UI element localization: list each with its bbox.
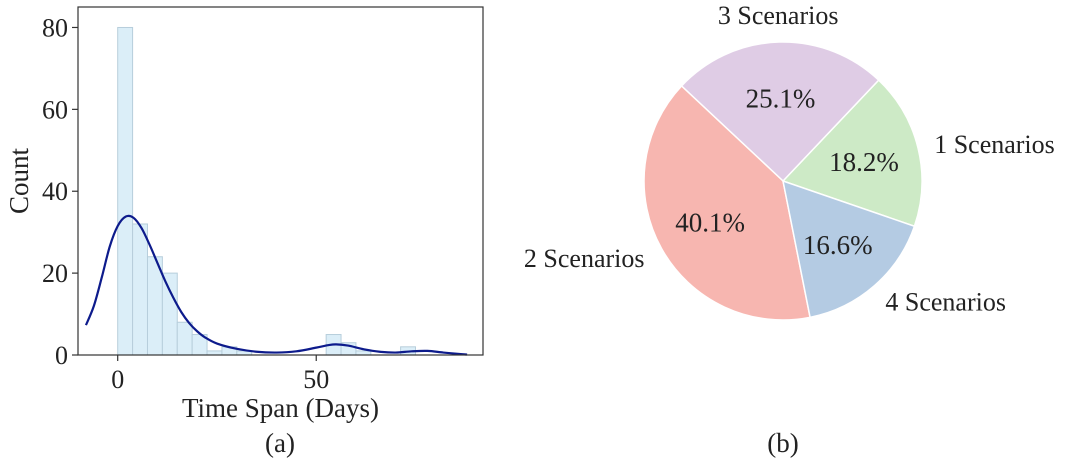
histogram-bars [117, 26, 416, 356]
caption-b: (b) [767, 428, 798, 458]
pie-slice-0 [781, 79, 923, 228]
pie-percent-label-2: 40.1% [675, 208, 745, 238]
y-tick-label-80: 80 [42, 13, 68, 42]
y-tick-label-20: 20 [42, 259, 68, 288]
y-tick-label-40: 40 [42, 177, 68, 206]
histogram-bar-16 [355, 350, 372, 356]
histogram-bar-4 [176, 321, 193, 356]
pie-slice-2 [643, 84, 811, 321]
histogram-bar-3 [161, 272, 178, 356]
histogram-bar-6 [206, 350, 223, 356]
caption-a: (a) [265, 428, 295, 458]
pie-percent-label-0: 18.2% [829, 147, 899, 177]
y-axis-title: Count [4, 147, 34, 214]
pie-category-label-3: 4 Scenarios [885, 287, 1006, 316]
pie-category-label-1: 3 Scenarios [718, 1, 839, 30]
pie-percent-label-1: 25.1% [746, 84, 816, 114]
pie-slice-3 [782, 179, 916, 319]
plot-frame [77, 6, 484, 356]
x-axis-title: Time Span (Days) [182, 393, 379, 423]
pie-slice-1 [680, 41, 880, 183]
x-tick-label-0: 0 [111, 365, 124, 394]
pie-category-label-2: 2 Scenarios [524, 244, 645, 273]
histogram-bar-1 [132, 223, 148, 356]
pie-slices [643, 41, 923, 321]
x-tick-label-50: 50 [303, 365, 329, 394]
y-tick-label-60: 60 [42, 95, 68, 124]
y-tick-label-0: 0 [55, 341, 68, 370]
kde-curve [84, 214, 468, 356]
y-axis-ticks: 0 20 40 60 80 [42, 13, 78, 370]
pie-category-label-0: 1 Scenarios [934, 130, 1055, 159]
pie-labels: 18.2% 1 Scenarios 25.1% 3 Scenarios 40.1% 2 S… [524, 1, 1055, 316]
pie-percent-label-3: 16.6% [803, 230, 873, 260]
histogram-panel: 0 20 40 60 80 0 50 Time Span (Days) Count (a) [4, 6, 484, 458]
x-axis-ticks: 0 50 [111, 355, 329, 394]
pie-panel: 18.2% 1 Scenarios 25.1% 3 Scenarios 40.1% 2 S… [524, 1, 1055, 458]
histogram-bar-0 [117, 26, 134, 356]
